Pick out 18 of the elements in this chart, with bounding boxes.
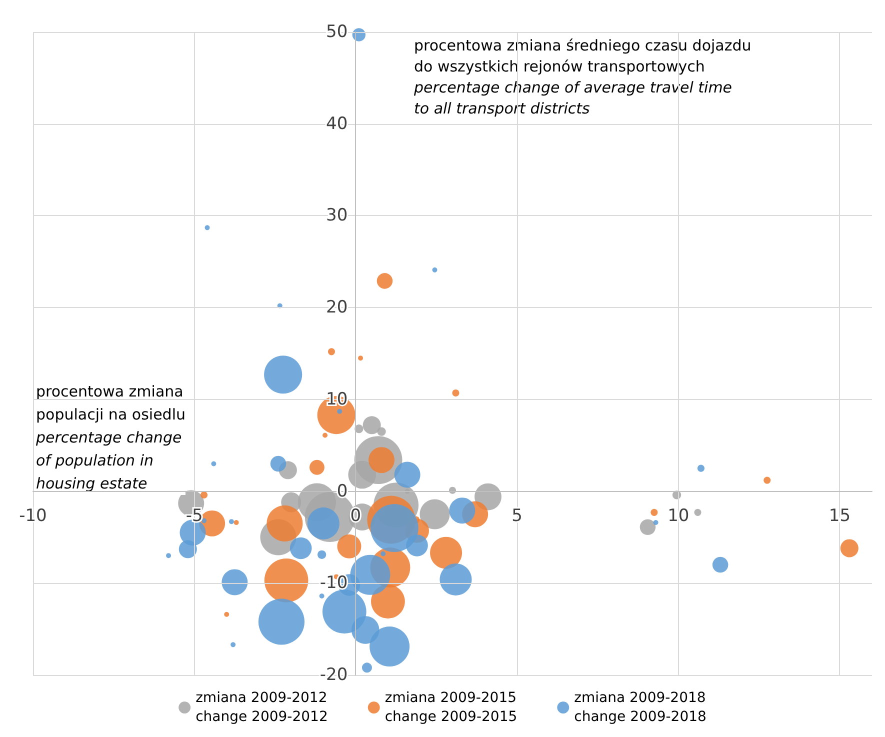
- x-tick-label: 0: [350, 506, 362, 526]
- x-tick-label: -5: [186, 506, 203, 526]
- y-tick-label: 50: [326, 22, 348, 42]
- x-tick-label: 15: [828, 506, 851, 526]
- x-tick-label: 10: [668, 506, 690, 526]
- x-axis-title: procentowa zmiana populacji na osiedlu percentage change of population in housing estate: [35, 382, 186, 492]
- x-tick-label: 5: [512, 506, 522, 526]
- legend-label: zmiana 2009-2018 change 2009-2018: [574, 690, 706, 725]
- x-tick-label: -10: [19, 506, 47, 526]
- legend-label: zmiana 2009-2012 change 2009-2012: [196, 690, 328, 725]
- y-tick-label: 20: [326, 298, 348, 318]
- y-axis-title: procentowa zmiana średniego czasu dojazdu do wszystkich rejonów transportowych percentage change of average travel time to all transport districts: [413, 36, 752, 118]
- legend-label: zmiana 2009-2015 change 2009-2015: [384, 690, 518, 725]
- y-tick-label: -20: [320, 665, 348, 685]
- y-tick-label: 40: [326, 114, 348, 134]
- y-tick-label: 30: [326, 206, 348, 226]
- y-tick-label: -10: [320, 573, 348, 594]
- y-tick-label: 0: [336, 481, 348, 502]
